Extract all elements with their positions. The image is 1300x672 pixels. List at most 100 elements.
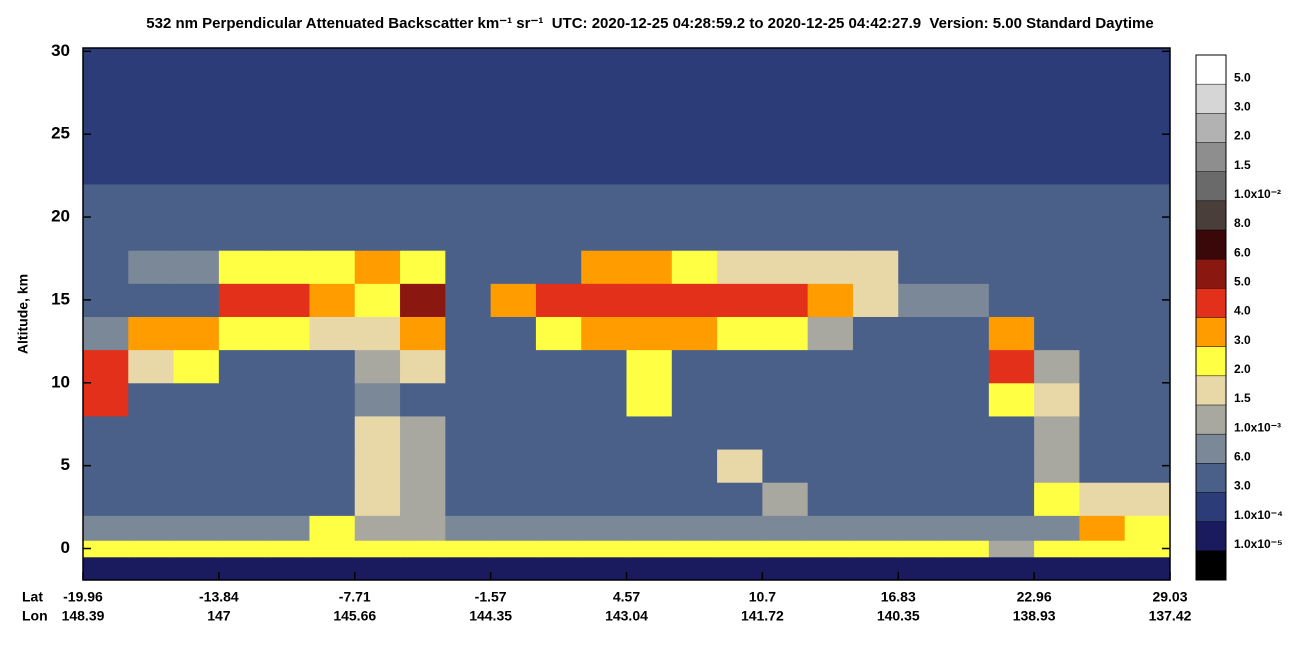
heatmap-cell bbox=[128, 250, 175, 284]
heatmap-cell bbox=[988, 482, 1035, 516]
y-tick-label: 15 bbox=[51, 289, 70, 308]
heatmap-cell bbox=[852, 183, 899, 218]
heatmap-cell bbox=[173, 84, 220, 135]
heatmap-cell bbox=[264, 316, 310, 351]
heatmap-cell bbox=[354, 449, 401, 483]
heatmap-cell bbox=[943, 515, 990, 541]
heatmap-cell bbox=[581, 217, 627, 251]
heatmap-cell bbox=[173, 48, 220, 85]
heatmap-cell bbox=[626, 482, 673, 516]
colorbar-band bbox=[1196, 230, 1226, 260]
heatmap-cell bbox=[717, 217, 763, 251]
colorbar-label: 1.0x10⁻⁵ bbox=[1234, 537, 1283, 551]
heatmap-cell bbox=[354, 183, 401, 218]
heatmap-cell bbox=[173, 349, 220, 384]
heatmap-cell bbox=[490, 48, 537, 85]
heatmap-cell bbox=[218, 415, 265, 450]
heatmap-cell bbox=[309, 134, 356, 185]
heatmap-cell bbox=[1124, 556, 1171, 581]
lon-label: 137.42 bbox=[1149, 608, 1192, 624]
heatmap-cell bbox=[1124, 515, 1171, 541]
heatmap-cell bbox=[1079, 515, 1126, 541]
heatmap-cell bbox=[309, 183, 356, 218]
heatmap-cell bbox=[490, 316, 537, 351]
heatmap-cell bbox=[264, 250, 310, 284]
heatmap-cell bbox=[898, 349, 945, 384]
heatmap-cell bbox=[128, 382, 175, 417]
heatmap-cell bbox=[309, 316, 356, 351]
heatmap-cell bbox=[128, 134, 175, 185]
y-tick-label: 0 bbox=[61, 538, 70, 557]
heatmap-cell bbox=[490, 556, 537, 581]
heatmap-cell bbox=[717, 349, 763, 384]
heatmap-cell bbox=[762, 217, 809, 251]
heatmap-cell bbox=[83, 250, 129, 284]
heatmap-cell bbox=[445, 415, 492, 450]
heatmap-cell bbox=[400, 415, 446, 450]
heatmap-cell bbox=[898, 540, 945, 558]
heatmap-cell bbox=[445, 217, 492, 251]
heatmap-cell bbox=[445, 349, 492, 384]
heatmap-cell bbox=[943, 482, 990, 516]
heatmap-cell bbox=[807, 183, 854, 218]
heatmap-cell bbox=[309, 482, 356, 516]
heatmap-cell bbox=[898, 283, 945, 317]
heatmap-cell bbox=[309, 84, 356, 135]
heatmap-cell bbox=[173, 217, 220, 251]
lat-label: 10.7 bbox=[749, 589, 776, 605]
heatmap-cell bbox=[1034, 316, 1080, 351]
heatmap-cell bbox=[717, 556, 763, 581]
heatmap-cell bbox=[309, 349, 356, 384]
lat-label: 4.57 bbox=[613, 589, 640, 605]
heatmap-cell bbox=[898, 449, 945, 483]
heatmap-cell bbox=[626, 250, 673, 284]
heatmap-cell bbox=[218, 482, 265, 516]
heatmap-cell bbox=[309, 415, 356, 450]
heatmap-cell bbox=[83, 540, 129, 558]
heatmap-cell bbox=[128, 449, 175, 483]
heatmap-cell bbox=[128, 556, 175, 581]
heatmap-cell bbox=[83, 415, 129, 450]
heatmap-cell bbox=[852, 84, 899, 135]
lat-row-label: Lat bbox=[22, 589, 43, 605]
heatmap-cell bbox=[898, 84, 945, 135]
heatmap-cell bbox=[445, 540, 492, 558]
heatmap-cell bbox=[1124, 48, 1171, 85]
heatmap-cell bbox=[400, 449, 446, 483]
heatmap-cell bbox=[490, 415, 537, 450]
colorbar-label: 1.0x10⁻⁴ bbox=[1234, 508, 1283, 522]
heatmap-cell bbox=[264, 134, 310, 185]
heatmap-cell bbox=[807, 449, 854, 483]
heatmap-cell bbox=[173, 283, 220, 317]
heatmap-cell bbox=[671, 217, 718, 251]
heatmap-cell bbox=[1034, 134, 1080, 185]
heatmap-cell bbox=[626, 449, 673, 483]
heatmap-cell bbox=[762, 515, 809, 541]
heatmap-cell bbox=[264, 415, 310, 450]
heatmap-cell bbox=[445, 134, 492, 185]
heatmap-cell bbox=[535, 134, 582, 185]
heatmap-cell bbox=[988, 556, 1035, 581]
heatmap-cell bbox=[83, 316, 129, 351]
heatmap-cell bbox=[852, 250, 899, 284]
heatmap-cell bbox=[717, 415, 763, 450]
heatmap-cell bbox=[218, 283, 265, 317]
heatmap bbox=[83, 48, 1171, 581]
heatmap-cell bbox=[128, 283, 175, 317]
heatmap-cell bbox=[807, 48, 854, 85]
heatmap-cell bbox=[218, 515, 265, 541]
heatmap-cell bbox=[1124, 482, 1171, 516]
heatmap-cell bbox=[1079, 556, 1126, 581]
heatmap-cell bbox=[400, 134, 446, 185]
heatmap-cell bbox=[128, 84, 175, 135]
heatmap-cell bbox=[762, 250, 809, 284]
heatmap-cell bbox=[988, 134, 1035, 185]
heatmap-cell bbox=[264, 482, 310, 516]
heatmap-cell bbox=[83, 349, 129, 384]
colorbar-band bbox=[1196, 84, 1226, 114]
heatmap-cell bbox=[1079, 540, 1126, 558]
heatmap-cell bbox=[1124, 84, 1171, 135]
lat-label: 22.96 bbox=[1017, 589, 1052, 605]
heatmap-cell bbox=[218, 540, 265, 558]
heatmap-cell bbox=[626, 556, 673, 581]
